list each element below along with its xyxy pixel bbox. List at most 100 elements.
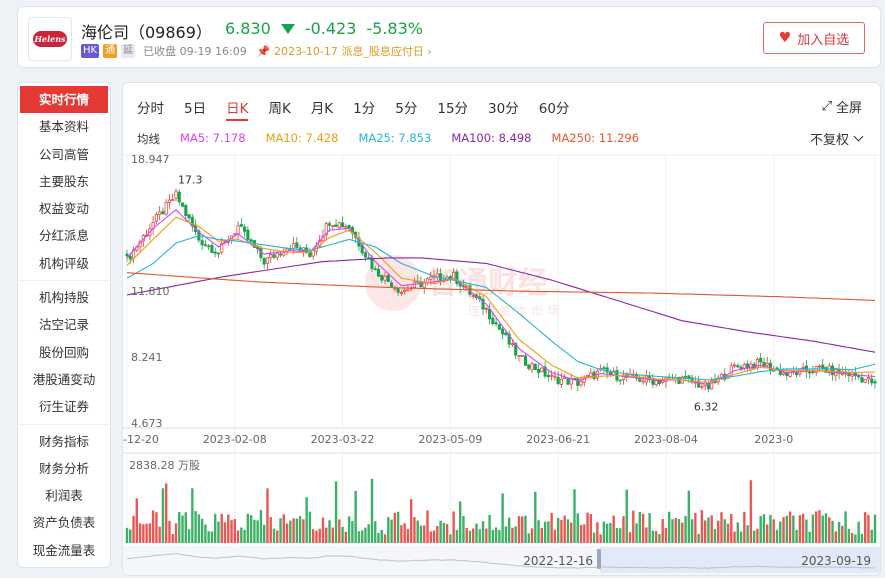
candle-body: [344, 226, 348, 229]
sidebar-item[interactable]: 机构持股: [38, 290, 89, 306]
volume-bar: [504, 526, 508, 543]
fullscreen-button[interactable]: ⤢ 全屏: [822, 97, 862, 116]
stock-name: 海伦司（09869）: [81, 23, 212, 42]
status-line: HK 通 延 已收盘 09-19 16:09 📌 2023-10-17 派息_股…: [81, 43, 432, 59]
volume-bar: [795, 529, 798, 543]
volume-bar: [396, 511, 400, 543]
volume-bar: [808, 531, 811, 543]
candle-body: [311, 250, 315, 257]
period-tab[interactable]: 日K: [226, 97, 249, 121]
candle-body: [386, 274, 390, 282]
sidebar-item[interactable]: 沽空记录: [38, 317, 89, 333]
period-tab[interactable]: 30分: [488, 101, 519, 117]
sidebar-item[interactable]: 现金流量表: [32, 542, 96, 558]
candle-body: [249, 239, 253, 242]
volume-bar: [390, 519, 393, 543]
candle-body: [419, 281, 423, 288]
volume-bar: [824, 513, 828, 543]
candle-body: [550, 374, 554, 377]
candle-body: [700, 385, 704, 388]
candle-body: [484, 308, 488, 310]
volume-bar: [756, 528, 759, 543]
sidebar-item[interactable]: 财务分析: [38, 460, 89, 476]
candle-body: [576, 378, 580, 386]
sidebar-item[interactable]: 衍生证券: [38, 399, 89, 415]
volume-bar: [449, 534, 452, 543]
volume-bar: [308, 511, 312, 543]
candle-body: [870, 378, 874, 384]
candle-body: [540, 367, 544, 373]
volume-bar: [658, 534, 661, 543]
volume-bar: [811, 514, 815, 543]
candle-body: [203, 244, 207, 247]
volume-bar: [841, 525, 844, 543]
volume-bar: [429, 531, 432, 543]
ma-legend-item: MA25: 7.853: [358, 131, 432, 145]
volume-bar: [553, 529, 557, 543]
candle-body: [403, 289, 407, 292]
sidebar-item[interactable]: 实时行情: [20, 86, 108, 114]
period-tab[interactable]: 5日: [184, 101, 207, 117]
add-favorite-button[interactable]: ♥ 加入自选: [763, 22, 865, 54]
volume-bar: [772, 519, 775, 543]
candle-body: [429, 276, 433, 280]
candle-body: [265, 257, 270, 264]
sidebar-item[interactable]: 港股通变动: [32, 371, 96, 387]
sidebar-item[interactable]: 财务指标: [38, 433, 89, 449]
sidebar-item[interactable]: 资产负债表: [32, 515, 96, 531]
candle-body: [559, 378, 563, 385]
candle-body: [808, 371, 812, 374]
candle-body: [292, 243, 296, 250]
candle-body: [154, 214, 158, 222]
period-tab[interactable]: 周K: [268, 101, 291, 117]
volume-bar: [668, 511, 671, 543]
volume-bar: [514, 526, 517, 543]
period-tab[interactable]: 5分: [395, 101, 418, 117]
ma-legend-item: MA250: 11.296: [551, 131, 640, 145]
candle-body: [684, 375, 688, 378]
candle-body: [399, 291, 403, 294]
sidebar-item[interactable]: 分红派息: [38, 228, 89, 244]
volume-bar: [331, 527, 334, 543]
volume-bar: [243, 529, 246, 543]
candle-body: [781, 372, 786, 375]
stock-header: Helens 海伦司（09869） 6.830 -0.423 -5.83% HK…: [17, 6, 881, 68]
sidebar-item[interactable]: 利润表: [45, 488, 83, 504]
candle-body: [543, 366, 547, 377]
volume-bar: [200, 518, 204, 543]
volume-bar: [687, 490, 691, 543]
candle-body: [481, 298, 485, 310]
x-tick-label: 2023-05-09: [418, 433, 482, 446]
volume-bar: [628, 532, 632, 543]
sidebar-item[interactable]: 股份回购: [38, 344, 89, 360]
adjust-select[interactable]: 不复权: [810, 129, 864, 148]
period-tab[interactable]: 60分: [538, 101, 570, 117]
candle-body: [269, 254, 273, 259]
volume-bar: [305, 497, 308, 543]
sidebar-item[interactable]: 主要股东: [38, 173, 89, 189]
candle-body: [210, 244, 214, 254]
candle-body: [207, 245, 211, 248]
dividend-link[interactable]: 📌 2023-10-17 派息_股息应付日 ›: [257, 43, 432, 59]
sidebar-item[interactable]: 权益变动: [38, 201, 89, 217]
volume-bar: [468, 530, 472, 543]
volume-bar: [625, 489, 628, 543]
period-tab[interactable]: 1分: [353, 101, 376, 117]
fullscreen-label: 全屏: [835, 101, 862, 116]
sidebar-item[interactable]: 基本资料: [38, 119, 89, 135]
period-tab[interactable]: 分时: [137, 101, 164, 117]
volume-bar: [354, 490, 357, 543]
sidebar-item[interactable]: 公司高管: [38, 146, 89, 162]
sidebar-item[interactable]: 机构评级: [38, 255, 89, 271]
volume-bar: [387, 517, 390, 543]
volume-bar: [256, 520, 259, 543]
candle-body: [710, 380, 714, 390]
low-annotation: 6.32: [694, 401, 719, 414]
connect-badge: 通: [103, 44, 118, 58]
volume-bar: [246, 513, 250, 543]
period-tab[interactable]: 月K: [310, 101, 334, 117]
candle-body: [363, 252, 367, 258]
period-tab[interactable]: 15分: [437, 101, 469, 117]
volume-bar: [210, 531, 214, 543]
